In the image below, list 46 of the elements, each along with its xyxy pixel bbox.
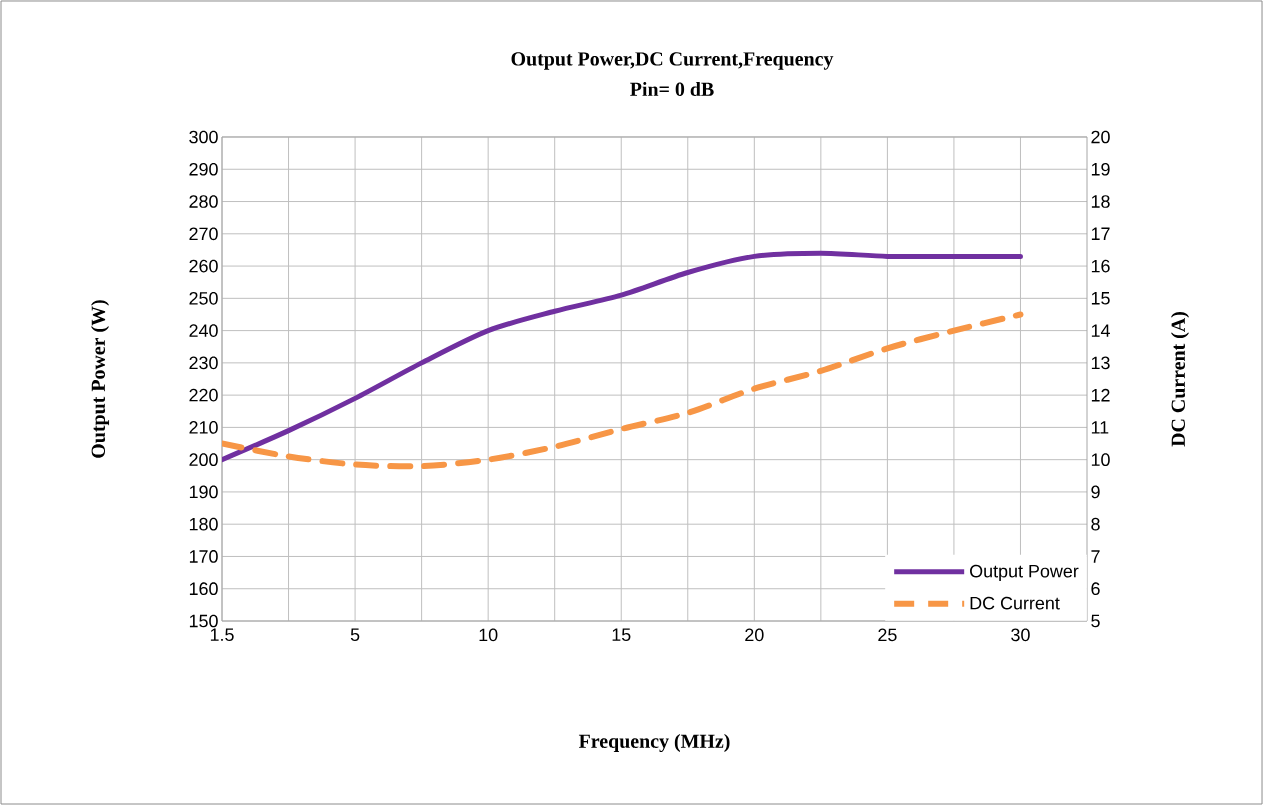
y2-tick-label: 13 (1091, 356, 1110, 370)
y2-axis-title: DC Current (A) (1170, 312, 1190, 447)
y-tick-label: 210 (189, 421, 218, 434)
x-tick-label: 20 (745, 628, 764, 642)
y-tick-label: 280 (189, 195, 218, 208)
y2-tick-label: 12 (1091, 388, 1110, 402)
y-tick-label: 150 (189, 614, 218, 628)
y-tick-label: 220 (189, 388, 218, 402)
y-tick-label: 240 (189, 324, 218, 337)
y-tick-label: 290 (189, 162, 218, 176)
x-tick-label: 15 (612, 628, 631, 642)
legend-label: DC Current (970, 596, 1060, 610)
y-axis-title: Output Power (W) (90, 300, 110, 458)
legend-label: Output Power (970, 564, 1079, 582)
y2-tick-label: 9 (1091, 485, 1100, 499)
y2-tick-label: 11 (1091, 421, 1109, 434)
x-tick-label: 1.5 (210, 628, 234, 642)
y2-tick-label: 14 (1091, 324, 1110, 337)
x-tick-label: 25 (878, 628, 897, 642)
y2-tick-label: 8 (1091, 517, 1100, 531)
y2-tick-label: 20 (1091, 130, 1110, 144)
y-tick-label: 270 (189, 227, 218, 241)
y2-tick-label: 17 (1091, 227, 1110, 240)
y-tick-label: 200 (189, 453, 218, 467)
x-tick-label: 5 (350, 628, 360, 642)
y2-tick-label: 5 (1091, 614, 1100, 628)
y2-tick-label: 16 (1091, 259, 1110, 273)
x-axis-title: Frequency (MHz) (578, 733, 730, 753)
y-tick-label: 250 (189, 291, 218, 305)
x-tick-label: 10 (479, 628, 498, 642)
chart-subtitle: Pin= 0 dB (630, 81, 714, 96)
y-tick-label: 170 (189, 550, 218, 563)
y-tick-label: 230 (189, 356, 218, 370)
y-tick-label: 190 (189, 485, 218, 499)
y2-tick-label: 15 (1091, 292, 1110, 305)
y-tick-label: 260 (189, 259, 218, 273)
y2-tick-label: 10 (1091, 453, 1110, 467)
y-tick-label: 160 (189, 582, 218, 596)
y-tick-label: 300 (189, 130, 218, 144)
x-tick-label: 30 (1011, 628, 1030, 642)
y2-tick-label: 6 (1091, 582, 1100, 596)
y2-tick-label: 7 (1091, 550, 1100, 563)
y2-tick-label: 19 (1091, 162, 1110, 176)
y2-tick-label: 18 (1091, 195, 1110, 208)
chart-title: Output Power,DC Current,Frequency (511, 52, 834, 70)
y-tick-label: 180 (189, 517, 218, 531)
